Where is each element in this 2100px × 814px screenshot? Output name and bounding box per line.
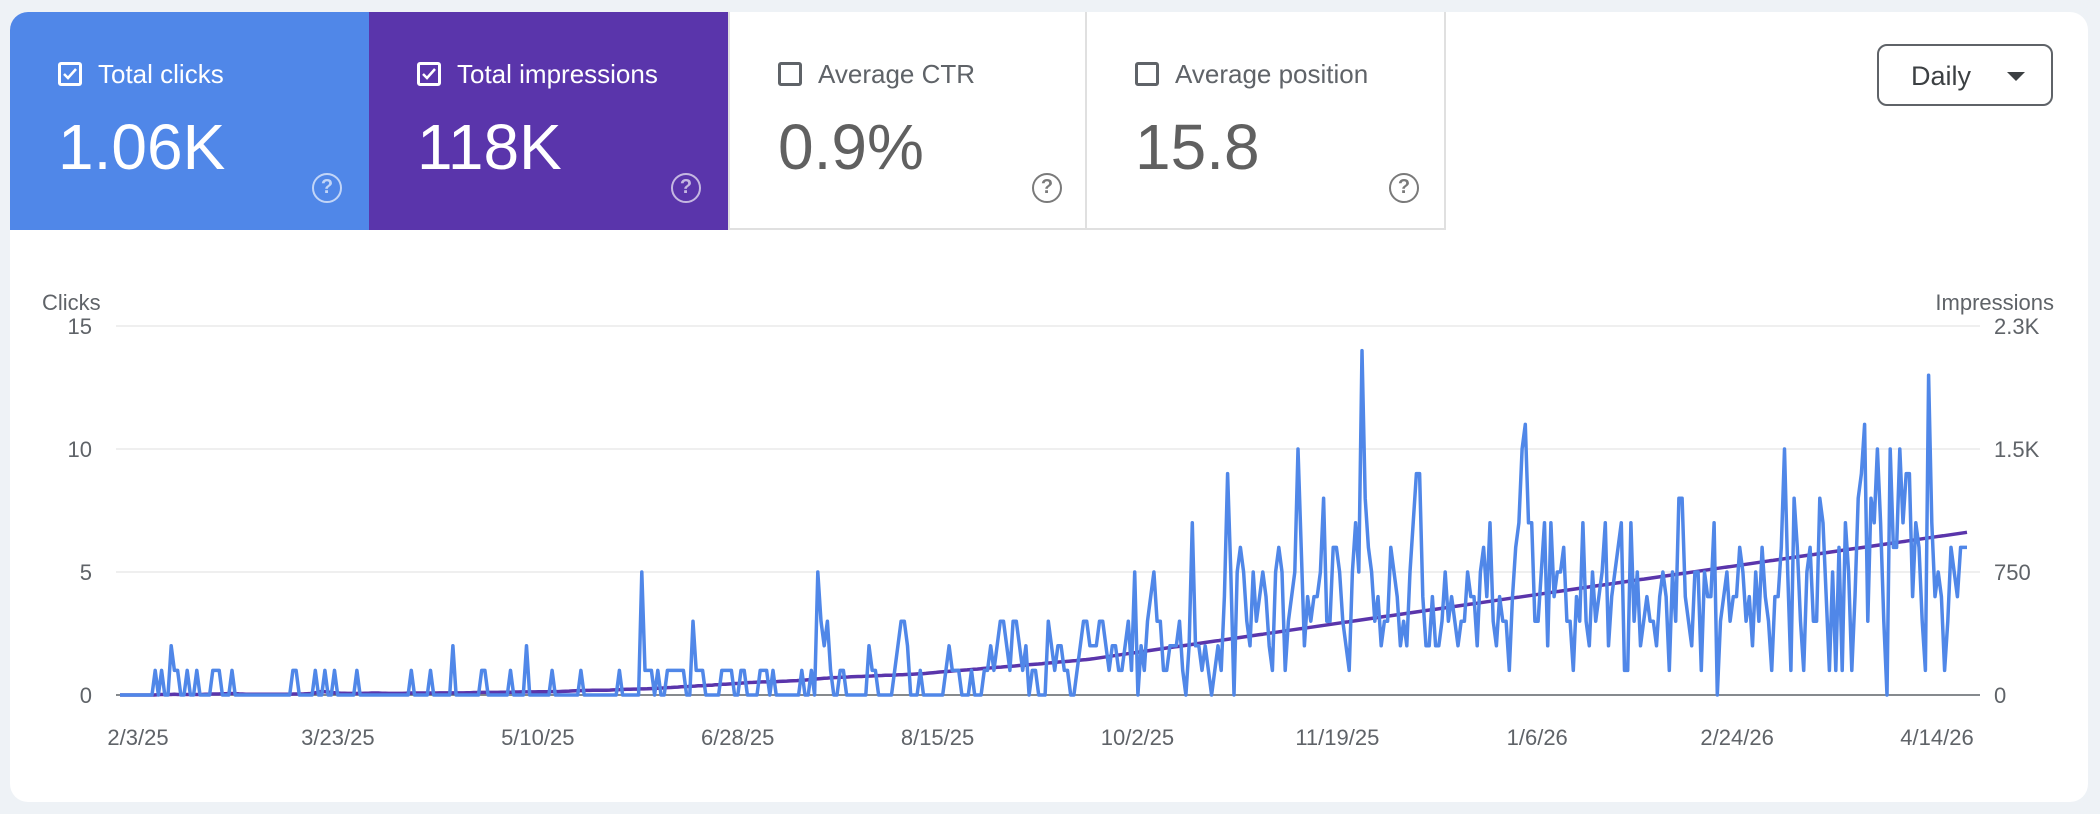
y-axis-right-title: Impressions: [1935, 290, 2054, 315]
series-line-clicks: [120, 348, 1967, 697]
y-axis-left-title: Clicks: [42, 290, 101, 315]
x-tick-label: 3/23/25: [301, 725, 374, 750]
x-tick-label: 5/10/25: [501, 725, 574, 750]
y-tick-label-left: 5: [80, 560, 92, 585]
x-tick-label: 2/3/25: [107, 725, 168, 750]
y-tick-label-right: 1.5K: [1994, 437, 2040, 462]
x-tick-label: 10/2/25: [1101, 725, 1174, 750]
help-icon[interactable]: ?: [1389, 173, 1419, 203]
metric-value: 118K: [417, 111, 562, 183]
metric-tile-average-position[interactable]: Average position 15.8 ?: [1087, 12, 1446, 230]
x-tick-label: 8/15/25: [901, 725, 974, 750]
metric-value: 0.9%: [778, 111, 924, 183]
y-tick-label-left: 0: [80, 683, 92, 708]
help-icon[interactable]: ?: [1032, 173, 1062, 203]
metric-label: Average CTR: [818, 59, 976, 89]
metric-value: 1.06K: [58, 111, 226, 183]
y-axis-left: 15 10 5 0: [68, 314, 92, 708]
x-tick-label: 4/14/26: [1900, 725, 1973, 750]
metric-label: Total clicks: [98, 59, 224, 89]
checkbox-unchecked-icon[interactable]: [778, 62, 802, 86]
x-tick-label: 11/19/25: [1295, 725, 1379, 750]
checkbox-checked-icon[interactable]: [417, 62, 441, 86]
period-dropdown-value: Daily: [1911, 61, 1972, 91]
series-lines: [120, 348, 1968, 697]
series-line-impressions: [120, 530, 1968, 697]
help-icon[interactable]: ?: [312, 173, 342, 203]
metric-tile-total-impressions[interactable]: Total impressions 118K ?: [369, 12, 728, 230]
metric-value: 15.8: [1135, 111, 1260, 183]
help-icon[interactable]: ?: [671, 173, 701, 203]
period-dropdown[interactable]: Daily: [1877, 44, 2053, 106]
checkbox-unchecked-icon[interactable]: [1135, 62, 1159, 86]
checkbox-checked-icon[interactable]: [58, 62, 82, 86]
x-tick-label: 1/6/26: [1507, 725, 1568, 750]
metric-tile-total-clicks[interactable]: Total clicks 1.06K ?: [10, 12, 369, 230]
caret-down-icon: [2007, 72, 2025, 81]
y-axis-right: 2.3K 1.5K 750 0: [1994, 314, 2040, 708]
y-tick-label-left: 15: [68, 314, 92, 339]
metric-tile-average-ctr[interactable]: Average CTR 0.9% ?: [728, 12, 1087, 230]
x-axis: 2/3/25 3/23/25 5/10/25 6/28/25 8/15/25 10/2/2…: [107, 725, 1973, 750]
metric-label: Average position: [1175, 59, 1369, 89]
y-tick-label-right: 750: [1994, 560, 2031, 585]
y-tick-label-left: 10: [68, 437, 92, 462]
performance-card: Total clicks 1.06K ? Total impressions 1…: [10, 12, 2088, 802]
metric-label: Total impressions: [457, 59, 658, 89]
x-tick-label: 6/28/25: [701, 725, 774, 750]
y-tick-label-right: 2.3K: [1994, 314, 2040, 339]
x-tick-label: 2/24/26: [1700, 725, 1773, 750]
y-tick-label-right: 0: [1994, 683, 2006, 708]
performance-chart: Clicks Impressions 15 10 5 0 2.3K 1.5K 750 0 2…: [42, 290, 2054, 750]
